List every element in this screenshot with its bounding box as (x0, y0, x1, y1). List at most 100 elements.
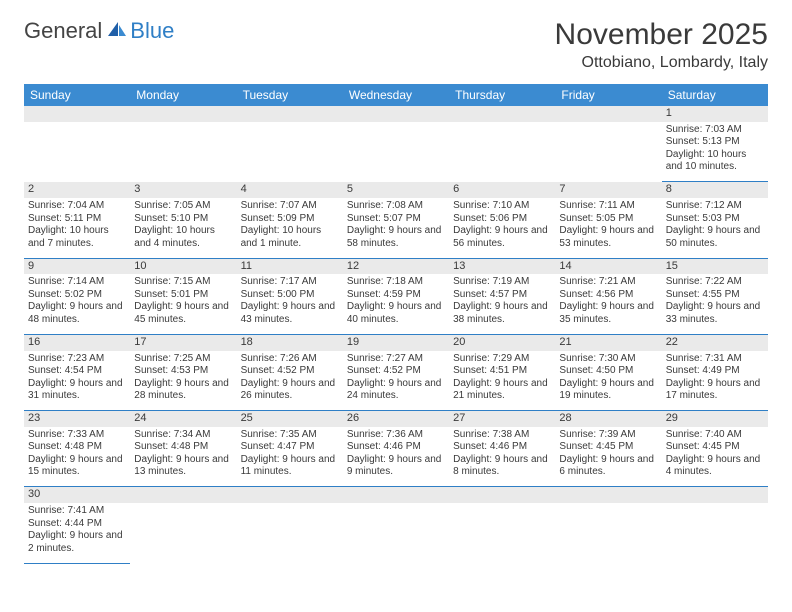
calendar-day-cell: Sunrise: 7:07 AMSunset: 5:09 PMDaylight:… (237, 198, 343, 258)
calendar-date-cell (555, 106, 661, 122)
calendar-date-cell: 2 (24, 182, 130, 198)
calendar-date-cell: 16 (24, 334, 130, 350)
calendar-date-cell (237, 487, 343, 503)
logo-text-1: General (24, 18, 102, 44)
calendar-day-cell: Sunrise: 7:05 AMSunset: 5:10 PMDaylight:… (130, 198, 236, 258)
calendar-date-cell (449, 487, 555, 503)
calendar-content-row: Sunrise: 7:33 AMSunset: 4:48 PMDaylight:… (24, 427, 768, 487)
calendar-day-cell: Sunrise: 7:25 AMSunset: 4:53 PMDaylight:… (130, 351, 236, 411)
calendar-day-cell (449, 503, 555, 563)
calendar-content-row: Sunrise: 7:41 AMSunset: 4:44 PMDaylight:… (24, 503, 768, 563)
calendar-day-cell: Sunrise: 7:34 AMSunset: 4:48 PMDaylight:… (130, 427, 236, 487)
calendar-day-cell: Sunrise: 7:35 AMSunset: 4:47 PMDaylight:… (237, 427, 343, 487)
calendar-day-cell: Sunrise: 7:36 AMSunset: 4:46 PMDaylight:… (343, 427, 449, 487)
calendar-day-cell: Sunrise: 7:11 AMSunset: 5:05 PMDaylight:… (555, 198, 661, 258)
calendar-day-cell: Sunrise: 7:29 AMSunset: 4:51 PMDaylight:… (449, 351, 555, 411)
logo: General Blue (24, 18, 174, 44)
calendar-date-cell: 29 (662, 411, 768, 427)
calendar-column-header: Friday (555, 84, 661, 106)
calendar-date-cell: 9 (24, 258, 130, 274)
calendar-date-cell: 25 (237, 411, 343, 427)
calendar-day-cell: Sunrise: 7:30 AMSunset: 4:50 PMDaylight:… (555, 351, 661, 411)
calendar-day-cell: Sunrise: 7:18 AMSunset: 4:59 PMDaylight:… (343, 274, 449, 334)
calendar-day-cell (130, 122, 236, 182)
page-subtitle: Ottobiano, Lombardy, Italy (555, 54, 768, 72)
calendar-date-cell: 22 (662, 334, 768, 350)
calendar-date-cell: 4 (237, 182, 343, 198)
calendar-day-cell (130, 503, 236, 563)
calendar-day-cell (555, 122, 661, 182)
calendar-date-row: 1 (24, 106, 768, 122)
calendar-date-cell (130, 487, 236, 503)
calendar-date-cell: 7 (555, 182, 661, 198)
calendar-date-cell: 14 (555, 258, 661, 274)
calendar-day-cell: Sunrise: 7:38 AMSunset: 4:46 PMDaylight:… (449, 427, 555, 487)
calendar-day-cell (449, 122, 555, 182)
calendar-date-cell: 12 (343, 258, 449, 274)
calendar-column-header: Wednesday (343, 84, 449, 106)
calendar-content-row: Sunrise: 7:14 AMSunset: 5:02 PMDaylight:… (24, 274, 768, 334)
calendar-day-cell: Sunrise: 7:22 AMSunset: 4:55 PMDaylight:… (662, 274, 768, 334)
calendar-day-cell: Sunrise: 7:27 AMSunset: 4:52 PMDaylight:… (343, 351, 449, 411)
calendar-day-cell: Sunrise: 7:39 AMSunset: 4:45 PMDaylight:… (555, 427, 661, 487)
calendar-date-cell: 5 (343, 182, 449, 198)
calendar-date-cell: 6 (449, 182, 555, 198)
calendar-day-cell (237, 122, 343, 182)
calendar-date-cell (662, 487, 768, 503)
calendar-day-cell (237, 503, 343, 563)
calendar-day-cell: Sunrise: 7:40 AMSunset: 4:45 PMDaylight:… (662, 427, 768, 487)
calendar-table: SundayMondayTuesdayWednesdayThursdayFrid… (24, 84, 768, 564)
calendar-day-cell (662, 503, 768, 563)
header: General Blue November 2025 Ottobiano, Lo… (24, 18, 768, 72)
calendar-day-cell: Sunrise: 7:04 AMSunset: 5:11 PMDaylight:… (24, 198, 130, 258)
calendar-date-cell: 24 (130, 411, 236, 427)
calendar-day-cell: Sunrise: 7:19 AMSunset: 4:57 PMDaylight:… (449, 274, 555, 334)
calendar-day-cell: Sunrise: 7:31 AMSunset: 4:49 PMDaylight:… (662, 351, 768, 411)
calendar-day-cell: Sunrise: 7:10 AMSunset: 5:06 PMDaylight:… (449, 198, 555, 258)
calendar-column-header: Monday (130, 84, 236, 106)
calendar-date-cell: 13 (449, 258, 555, 274)
calendar-header-row: SundayMondayTuesdayWednesdayThursdayFrid… (24, 84, 768, 106)
logo-text-2: Blue (130, 18, 174, 44)
calendar-date-cell (237, 106, 343, 122)
sail-icon (106, 18, 128, 44)
calendar-date-cell (449, 106, 555, 122)
calendar-day-cell (343, 503, 449, 563)
calendar-date-cell: 17 (130, 334, 236, 350)
calendar-date-row: 2345678 (24, 182, 768, 198)
calendar-content-row: Sunrise: 7:23 AMSunset: 4:54 PMDaylight:… (24, 351, 768, 411)
calendar-day-cell: Sunrise: 7:21 AMSunset: 4:56 PMDaylight:… (555, 274, 661, 334)
calendar-day-cell: Sunrise: 7:15 AMSunset: 5:01 PMDaylight:… (130, 274, 236, 334)
calendar-date-cell: 15 (662, 258, 768, 274)
calendar-date-cell: 11 (237, 258, 343, 274)
calendar-day-cell: Sunrise: 7:14 AMSunset: 5:02 PMDaylight:… (24, 274, 130, 334)
calendar-day-cell (555, 503, 661, 563)
calendar-date-cell: 18 (237, 334, 343, 350)
calendar-date-cell: 28 (555, 411, 661, 427)
calendar-content-row: Sunrise: 7:04 AMSunset: 5:11 PMDaylight:… (24, 198, 768, 258)
calendar-day-cell: Sunrise: 7:03 AMSunset: 5:13 PMDaylight:… (662, 122, 768, 182)
page-title: November 2025 (555, 18, 768, 52)
calendar-date-cell: 30 (24, 487, 130, 503)
calendar-date-row: 30 (24, 487, 768, 503)
calendar-day-cell: Sunrise: 7:17 AMSunset: 5:00 PMDaylight:… (237, 274, 343, 334)
calendar-day-cell: Sunrise: 7:41 AMSunset: 4:44 PMDaylight:… (24, 503, 130, 563)
calendar-date-cell: 23 (24, 411, 130, 427)
calendar-date-cell: 20 (449, 334, 555, 350)
calendar-date-cell: 1 (662, 106, 768, 122)
calendar-date-cell: 27 (449, 411, 555, 427)
calendar-date-cell (24, 106, 130, 122)
calendar-date-cell: 3 (130, 182, 236, 198)
calendar-date-cell (343, 106, 449, 122)
calendar-day-cell: Sunrise: 7:26 AMSunset: 4:52 PMDaylight:… (237, 351, 343, 411)
calendar-day-cell: Sunrise: 7:23 AMSunset: 4:54 PMDaylight:… (24, 351, 130, 411)
calendar-date-cell: 19 (343, 334, 449, 350)
calendar-date-cell (555, 487, 661, 503)
calendar-day-cell: Sunrise: 7:12 AMSunset: 5:03 PMDaylight:… (662, 198, 768, 258)
calendar-date-cell: 10 (130, 258, 236, 274)
calendar-column-header: Tuesday (237, 84, 343, 106)
calendar-date-cell: 8 (662, 182, 768, 198)
calendar-content-row: Sunrise: 7:03 AMSunset: 5:13 PMDaylight:… (24, 122, 768, 182)
calendar-day-cell: Sunrise: 7:08 AMSunset: 5:07 PMDaylight:… (343, 198, 449, 258)
calendar-column-header: Thursday (449, 84, 555, 106)
